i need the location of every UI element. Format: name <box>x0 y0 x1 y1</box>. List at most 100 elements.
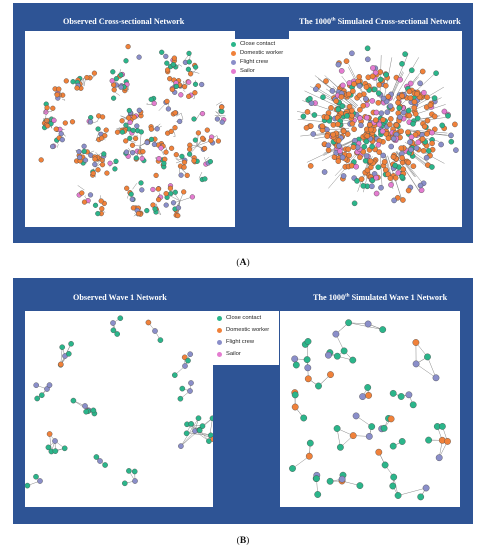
network-node <box>186 50 192 57</box>
network-node <box>417 80 423 87</box>
network-node <box>307 95 313 102</box>
network-node <box>52 448 59 454</box>
network-node <box>453 147 459 153</box>
network-node <box>173 152 179 158</box>
network-node <box>369 177 376 184</box>
network-node <box>132 478 138 484</box>
network-node <box>219 104 225 110</box>
domestic-worker-swatch-icon <box>217 327 222 333</box>
network-node <box>181 159 188 165</box>
network-node <box>169 86 175 93</box>
network-node <box>340 82 346 89</box>
network-node <box>360 183 367 189</box>
network-node <box>349 120 356 127</box>
network-edge <box>304 90 353 114</box>
network-node <box>101 151 107 157</box>
network-node <box>360 103 366 109</box>
network-node <box>406 112 413 119</box>
network-node <box>58 131 64 137</box>
network-node <box>380 424 388 432</box>
network-node <box>421 123 428 130</box>
network-node <box>438 141 444 148</box>
network-node <box>383 82 389 89</box>
network-edge <box>104 211 106 213</box>
network-node <box>364 114 370 121</box>
network-node <box>134 123 140 129</box>
network-node <box>370 65 376 71</box>
network-node <box>365 392 373 399</box>
domestic-worker-swatch-icon <box>231 50 236 56</box>
network-node <box>215 138 222 144</box>
network-node <box>357 154 363 161</box>
network-node <box>312 86 319 93</box>
network-node <box>338 68 345 74</box>
legend-item-domestic-worker: Domestic worker <box>217 326 269 334</box>
network-node <box>375 448 383 456</box>
network-node <box>444 437 451 445</box>
network-node <box>329 88 336 94</box>
network-node <box>148 126 155 132</box>
network-node <box>204 127 210 133</box>
network-node <box>154 126 160 132</box>
network-node <box>375 100 382 106</box>
network-node <box>172 110 178 116</box>
network-node <box>369 183 375 190</box>
network-node <box>364 384 372 391</box>
network-node <box>179 385 186 392</box>
network-node <box>59 344 66 351</box>
network-node <box>349 356 357 364</box>
network-node <box>164 60 170 66</box>
network-node <box>119 118 125 124</box>
network-node <box>123 149 130 155</box>
network-node <box>186 79 192 85</box>
network-node <box>188 71 194 77</box>
network-node <box>92 202 99 208</box>
network-node <box>405 391 413 399</box>
network-node <box>33 382 40 388</box>
network-node <box>399 155 405 161</box>
network-edge <box>73 400 89 411</box>
network-node <box>400 197 406 203</box>
network-node <box>315 382 322 390</box>
network-node <box>346 80 353 86</box>
network-node <box>25 482 31 489</box>
legend-item-sailor: Sailor <box>231 67 255 75</box>
network-node <box>435 454 443 462</box>
network-edge <box>180 430 196 447</box>
network-node <box>171 55 178 61</box>
network-node <box>199 110 206 117</box>
network-node <box>339 154 346 161</box>
network-node <box>77 154 83 161</box>
network-node <box>337 443 344 451</box>
network-node <box>432 374 440 382</box>
network-node <box>361 143 368 150</box>
network-node <box>306 439 314 447</box>
network-node <box>129 196 135 202</box>
network-node <box>56 86 62 92</box>
legend-item-domestic-worker: Domestic worker <box>231 49 283 57</box>
network-node <box>165 106 172 112</box>
network-node <box>391 197 397 204</box>
caption-a: (A) <box>236 258 250 268</box>
network-node <box>173 83 180 90</box>
network-node <box>177 118 183 125</box>
network-node <box>304 338 312 345</box>
network-node <box>398 145 404 151</box>
network-node <box>126 468 132 474</box>
network-node <box>44 386 50 392</box>
network-node <box>103 127 109 133</box>
network-node <box>364 45 371 52</box>
network-node <box>427 102 434 108</box>
network-node <box>412 111 419 117</box>
network-edge <box>389 53 409 99</box>
network-node <box>333 425 341 432</box>
network-node <box>375 90 382 97</box>
network-node <box>207 159 214 165</box>
network-node <box>62 120 68 126</box>
network-node <box>70 397 77 404</box>
network-node <box>410 121 416 127</box>
network-node <box>439 122 445 129</box>
network-node <box>344 113 350 119</box>
network-node <box>365 433 373 440</box>
network-node <box>163 202 169 208</box>
